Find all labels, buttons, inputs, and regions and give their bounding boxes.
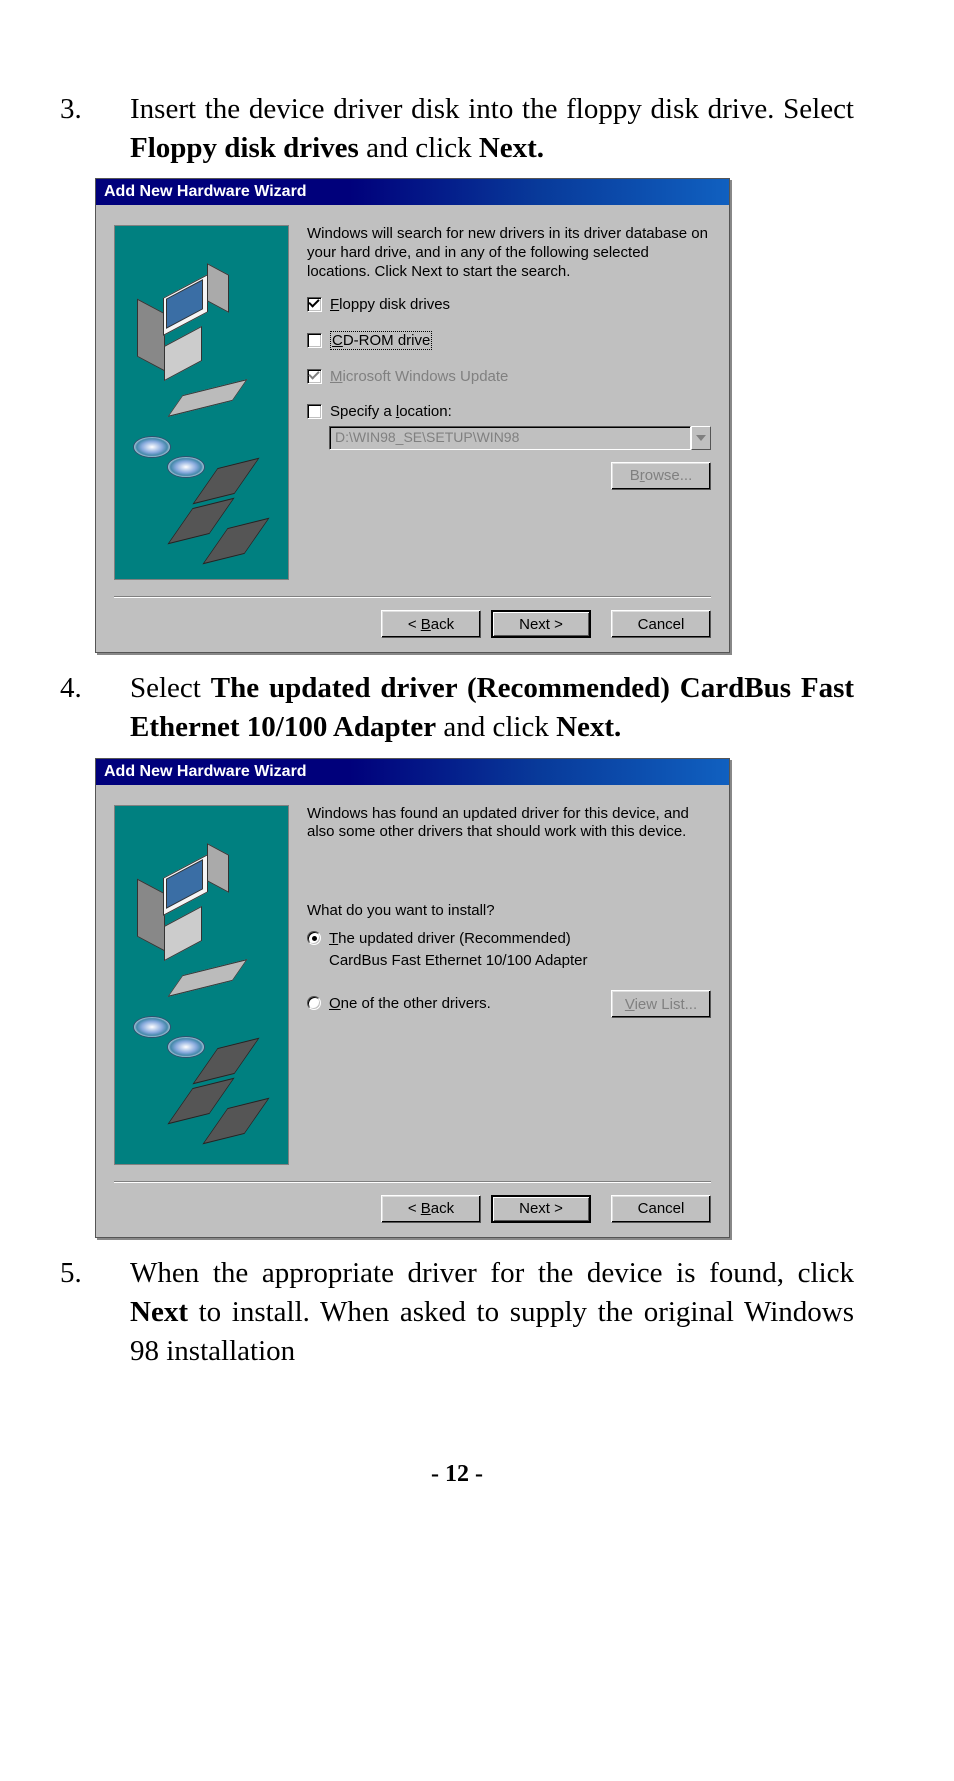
wizard-illustration [114, 805, 289, 1165]
step-3: 3. Insert the device driver disk into th… [60, 90, 854, 168]
cancel-button[interactable]: Cancel [611, 610, 711, 638]
location-dropdown-button [691, 426, 711, 450]
floppy-drives-checkbox[interactable] [307, 297, 322, 312]
updated-driver-radio[interactable] [307, 931, 321, 945]
step-4-text: Select The updated driver (Recommended) … [130, 669, 854, 747]
step-4-number: 4. [60, 669, 130, 747]
floppy-drives-label: Floppy disk drives [330, 296, 450, 313]
next-button[interactable]: Next > [491, 1195, 591, 1223]
step-4: 4. Select The updated driver (Recommende… [60, 669, 854, 747]
specify-location-checkbox[interactable] [307, 404, 322, 419]
install-question: What do you want to install? [307, 902, 711, 919]
step-5-text: When the appropriate driver for the devi… [130, 1254, 854, 1371]
step-3-text: Insert the device driver disk into the f… [130, 90, 854, 168]
updated-driver-option[interactable]: The updated driver (Recommended) CardBus… [307, 929, 711, 970]
location-path-row: D:\WIN98_SE\SETUP\WIN98 [329, 426, 711, 450]
other-drivers-option[interactable]: One of the other drivers. [307, 994, 491, 1014]
dialog-2-body: Windows has found an updated driver for … [96, 785, 729, 1237]
wizard-illustration [114, 225, 289, 580]
location-path-input: D:\WIN98_SE\SETUP\WIN98 [329, 426, 691, 450]
step-3-number: 3. [60, 90, 130, 168]
cdrom-option[interactable]: CD-ROM drive [307, 331, 711, 350]
dialog-1-buttons: < Back Next > Cancel [114, 610, 711, 638]
view-list-button: View List... [611, 990, 711, 1018]
dialog-2-titlebar: Add New Hardware Wizard [96, 759, 729, 785]
dialog-2-buttons: < Back Next > Cancel [114, 1195, 711, 1223]
dialog-1-body: Windows will search for new drivers in i… [96, 205, 729, 652]
next-button[interactable]: Next > [491, 610, 591, 638]
back-button[interactable]: < Back [381, 610, 481, 638]
floppy-drives-option[interactable]: Floppy disk drives [307, 296, 711, 313]
updated-driver-label: The updated driver (Recommended) CardBus… [329, 929, 588, 970]
windows-update-label: Microsoft Windows Update [330, 368, 508, 385]
cancel-button[interactable]: Cancel [611, 1195, 711, 1223]
separator [114, 596, 711, 598]
step-5: 5. When the appropriate driver for the d… [60, 1254, 854, 1371]
cdrom-label: CD-ROM drive [330, 331, 432, 350]
other-drivers-radio[interactable] [307, 996, 321, 1010]
dialog-1-description: Windows will search for new drivers in i… [307, 225, 711, 281]
dialog-1-titlebar: Add New Hardware Wizard [96, 179, 729, 205]
step-5-number: 5. [60, 1254, 130, 1371]
dialog-2-description: Windows has found an updated driver for … [307, 805, 711, 843]
dialog-1: Add New Hardware Wizard Windows will sea… [95, 178, 730, 653]
browse-button: rBBrowse... [611, 462, 711, 490]
specify-location-label: Specify a location: [330, 403, 452, 420]
dialog-2: Add New Hardware Wizard Windows has foun… [95, 758, 730, 1238]
back-button[interactable]: < Back [381, 1195, 481, 1223]
windows-update-checkbox [307, 369, 322, 384]
page-number: - 12 - [60, 1461, 854, 1488]
document-page: 3. Insert the device driver disk into th… [0, 0, 954, 1528]
specify-location-option[interactable]: Specify a location: [307, 403, 711, 420]
separator [114, 1181, 711, 1183]
chevron-down-icon [696, 435, 706, 441]
other-drivers-label: One of the other drivers. [329, 994, 491, 1014]
cdrom-checkbox[interactable] [307, 333, 322, 348]
windows-update-option: Microsoft Windows Update [307, 368, 711, 385]
